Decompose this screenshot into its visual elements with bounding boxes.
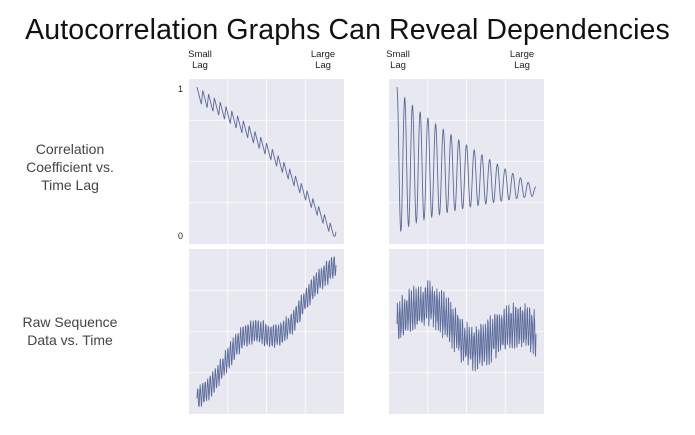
acf-row-label: Correlation Coefficient vs. Time Lag — [10, 140, 130, 194]
lag-word: Lag — [514, 60, 530, 71]
acf-label-line: Correlation — [35, 141, 105, 157]
ytick-1: 1 — [178, 84, 184, 94]
ytick-0: 0 — [178, 231, 184, 241]
large-lag-word: Large — [509, 49, 535, 60]
slide-title: Autocorrelation Graphs Can Reveal Depend… — [25, 14, 670, 46]
small-lag-word: Small — [188, 49, 212, 60]
series-line — [396, 86, 537, 233]
large-lag-label-right: Large Lag — [507, 49, 537, 71]
acf-plot-left — [189, 79, 344, 244]
acf-label-line: Time Lag — [41, 177, 99, 193]
lag-word: Lag — [192, 60, 208, 71]
raw-plot-right-svg — [389, 249, 544, 414]
acf-label-line: Coefficient vs. — [26, 159, 114, 175]
raw-label-line: Data vs. Time — [27, 332, 113, 348]
acf-plot-left-svg — [189, 79, 344, 244]
raw-row-label: Raw Sequence Data vs. Time — [10, 313, 130, 349]
acf-plot-right-svg — [389, 79, 544, 244]
large-lag-word: Large — [310, 49, 336, 60]
raw-plot-right — [389, 249, 544, 414]
large-lag-label-left: Large Lag — [308, 49, 338, 71]
lag-word: Lag — [390, 60, 406, 71]
small-lag-label-left: Small Lag — [185, 49, 215, 71]
lag-word: Lag — [315, 60, 331, 71]
acf-plot-right — [389, 79, 544, 244]
series-line — [396, 280, 537, 372]
raw-plot-left-svg — [189, 249, 344, 414]
small-lag-word: Small — [386, 49, 410, 60]
raw-plot-left — [189, 249, 344, 414]
series-line — [196, 86, 337, 237]
raw-label-line: Raw Sequence — [22, 314, 118, 330]
small-lag-label-right: Small Lag — [383, 49, 413, 71]
series-line — [196, 256, 337, 407]
